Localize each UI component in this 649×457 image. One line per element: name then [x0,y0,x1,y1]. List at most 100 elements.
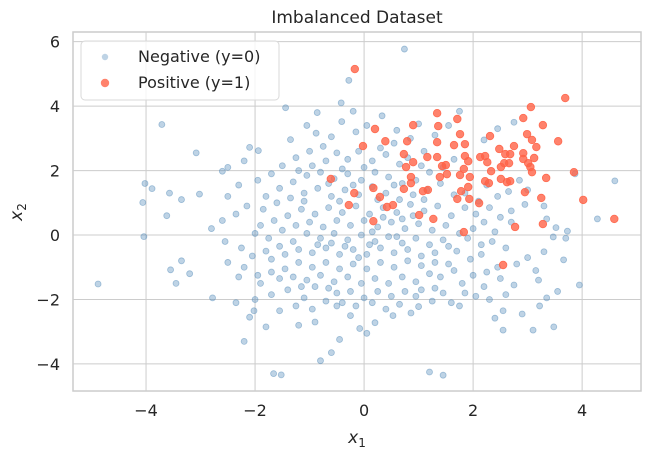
negative-point [426,168,433,176]
negative-point [235,181,243,189]
x-tick-label: 4 [577,401,587,420]
negative-point [360,217,368,224]
negative-point [445,242,452,250]
negative-point [447,299,455,307]
positive-point [569,167,579,177]
negative-point [338,165,346,173]
legend-box [80,40,280,101]
negative-point [466,255,474,263]
negative-point [341,242,349,250]
negative-point [232,210,240,218]
negative-point [431,259,439,266]
negative-point [344,236,352,244]
negative-point [265,234,273,242]
positive-point [474,198,484,208]
x-axis-label-subscript: 1 [358,436,366,450]
x-tick-label: −2 [243,401,267,420]
negative-point [442,221,450,229]
negative-point [333,289,341,297]
negative-point [401,45,408,53]
negative-point [368,299,376,307]
negative-point [385,233,393,241]
negative-point [431,131,439,139]
positive-point [498,260,508,270]
negative-point [344,273,352,281]
negative-point [371,275,379,282]
negative-point [224,192,232,200]
negative-point [333,149,341,157]
negative-point [338,299,346,307]
negative-point [486,296,493,303]
negative-point [401,225,409,232]
negative-point [276,242,283,250]
positive-point [486,167,496,176]
negative-point [262,323,270,331]
negative-point [141,180,149,187]
positive-point [510,222,520,232]
negative-point [477,241,485,249]
plot-frame [72,31,642,392]
positive-point [505,149,515,159]
negative-point [412,292,420,300]
negative-point [292,302,300,310]
negative-point [480,136,488,144]
negative-point [480,283,488,290]
y-axis-label: x2 [7,203,29,222]
negative-point [270,217,278,224]
negative-point [428,297,436,305]
negative-point [325,204,333,212]
positive-point [484,178,494,188]
negative-point [209,294,216,302]
negative-point [562,234,570,242]
negative-point [385,279,393,287]
positive-point [527,135,537,145]
negative-point [445,122,452,129]
positive-point [381,137,390,146]
positive-point [475,152,485,162]
positive-point [402,137,412,146]
positive-point [505,177,515,186]
negative-point [277,371,285,379]
x-tick-labels: −4 −2 0 2 4 [134,401,587,420]
positive-point [537,193,546,203]
negative-point [336,197,343,205]
negative-point [248,252,256,260]
negative-point [295,321,303,329]
negative-point [250,307,258,315]
positive-point [459,227,469,237]
negative-point [480,218,488,226]
positive-point [561,93,570,103]
positive-point [496,162,506,172]
negative-point [396,196,403,203]
negative-point [417,252,425,260]
negative-point [360,163,368,171]
positive-point [526,102,536,112]
negative-point [308,305,316,313]
negative-point [270,370,277,377]
negative-point [308,249,316,257]
y-tick-label: −2 [36,290,60,309]
negative-point [431,284,439,292]
positive-point [509,141,519,151]
negative-point [330,230,338,237]
negative-point [297,283,305,290]
negative-point [349,107,357,115]
negative-point [317,234,324,242]
negative-point [349,246,357,253]
negative-point [303,230,311,237]
positive-point [579,195,588,205]
positive-point [388,200,398,210]
negative-point [564,227,571,235]
positive-point [369,183,378,193]
negative-point [232,299,240,307]
grid-lines [73,32,641,391]
negative-point [345,76,353,84]
negative-point [314,184,322,192]
negative-point [543,215,551,223]
negative-point [549,233,557,241]
negative-point [284,286,292,294]
negative-point [510,281,518,289]
positive-point [538,219,548,229]
negative-point [330,278,338,286]
